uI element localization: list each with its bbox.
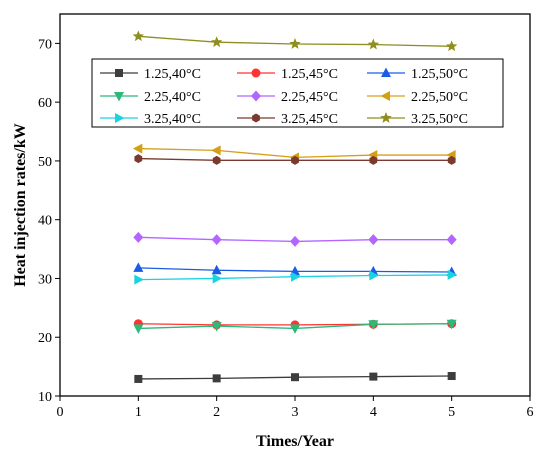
x-axis-label: Times/Year <box>256 433 334 450</box>
series-5 <box>133 231 457 247</box>
y-tick-label: 40 <box>38 214 52 229</box>
axis-ticks: 0 1 2 3 4 5 6 10 20 30 40 50 60 70 <box>38 37 534 420</box>
series-1 <box>134 372 456 383</box>
data-point <box>210 36 223 48</box>
data-point <box>369 372 378 381</box>
x-tick-label: 2 <box>213 405 220 420</box>
legend-marker <box>115 69 123 77</box>
data-point <box>367 38 380 50</box>
data-point <box>134 374 143 383</box>
legend-item: 3.25,40°C <box>100 112 201 127</box>
data-point <box>133 262 144 272</box>
legend-label: 1.25,40°C <box>144 67 201 82</box>
data-point <box>447 269 458 280</box>
x-tick-label: 5 <box>448 405 455 420</box>
legend-marker <box>251 90 261 102</box>
data-point <box>291 155 299 165</box>
y-tick-label: 60 <box>38 96 52 111</box>
series-4 <box>133 319 457 334</box>
data-point <box>290 235 300 247</box>
data-point <box>447 155 456 165</box>
data-point <box>446 234 457 246</box>
data-point <box>368 234 379 246</box>
legend-item: 2.25,45°C <box>237 90 338 105</box>
legend-label: 1.25,50°C <box>411 67 468 82</box>
data-point <box>132 143 143 154</box>
data-point <box>369 155 378 165</box>
x-tick-label: 0 <box>57 405 64 420</box>
data-point <box>447 372 456 381</box>
data-point <box>134 154 143 164</box>
legend-label: 3.25,45°C <box>281 112 338 127</box>
legend-item: 3.25,45°C <box>237 112 338 127</box>
x-tick-label: 1 <box>135 405 142 420</box>
data-point <box>211 264 222 275</box>
data-point <box>290 324 300 334</box>
legend-item: 2.25,50°C <box>367 90 468 105</box>
legend-label: 3.25,40°C <box>144 112 201 127</box>
data-point <box>211 145 221 156</box>
y-tick-label: 50 <box>38 155 52 170</box>
legend-label: 1.25,45°C <box>281 67 338 82</box>
legend-marker <box>252 113 260 123</box>
y-axis-label: Heat injection rates/kW <box>12 123 29 287</box>
x-tick-label: 4 <box>370 405 377 420</box>
series-7 <box>134 269 458 285</box>
data-point <box>368 320 379 330</box>
x-tick-label: 3 <box>292 405 299 420</box>
data-point <box>291 373 299 382</box>
legend-item: 1.25,45°C <box>237 67 338 82</box>
legend-label: 2.25,40°C <box>144 90 201 105</box>
y-tick-label: 20 <box>38 331 52 346</box>
legend-item: 2.25,40°C <box>100 90 201 105</box>
data-point <box>212 374 221 383</box>
data-point <box>132 30 145 42</box>
y-tick-label: 70 <box>38 37 52 52</box>
data-point <box>212 273 223 284</box>
legend-marker <box>380 112 392 123</box>
data-point <box>211 322 222 332</box>
legend-label: 2.25,50°C <box>411 90 468 105</box>
data-point <box>445 40 458 52</box>
data-point <box>446 319 457 330</box>
legend-marker <box>114 92 124 102</box>
x-tick-label: 6 <box>527 405 534 420</box>
data-point <box>211 234 222 246</box>
legend-marker <box>115 113 125 123</box>
y-tick-label: 30 <box>38 272 52 287</box>
series-layer <box>132 30 458 383</box>
y-tick-label: 10 <box>38 390 52 405</box>
legend-item: 1.25,50°C <box>367 67 468 82</box>
data-point <box>291 271 301 282</box>
series-8 <box>134 154 456 165</box>
data-point <box>133 231 144 243</box>
data-point <box>212 155 221 165</box>
legend-item: 1.25,40°C <box>100 67 201 82</box>
legend-marker <box>381 67 391 77</box>
data-point <box>134 274 144 285</box>
data-point <box>369 270 379 281</box>
legend-marker <box>251 68 261 78</box>
legend-box <box>91 58 504 128</box>
legend-item: 3.25,50°C <box>367 112 468 127</box>
data-point <box>133 324 144 334</box>
legend-label: 3.25,50°C <box>411 112 468 127</box>
series-9 <box>132 30 458 52</box>
legend-marker <box>380 91 390 101</box>
legend-label: 2.25,45°C <box>281 90 338 105</box>
legend: 1.25,40°C 1.25,45°C 1.25,50°C 2.25,40°C 2.25… <box>91 58 504 128</box>
data-point <box>289 37 301 49</box>
